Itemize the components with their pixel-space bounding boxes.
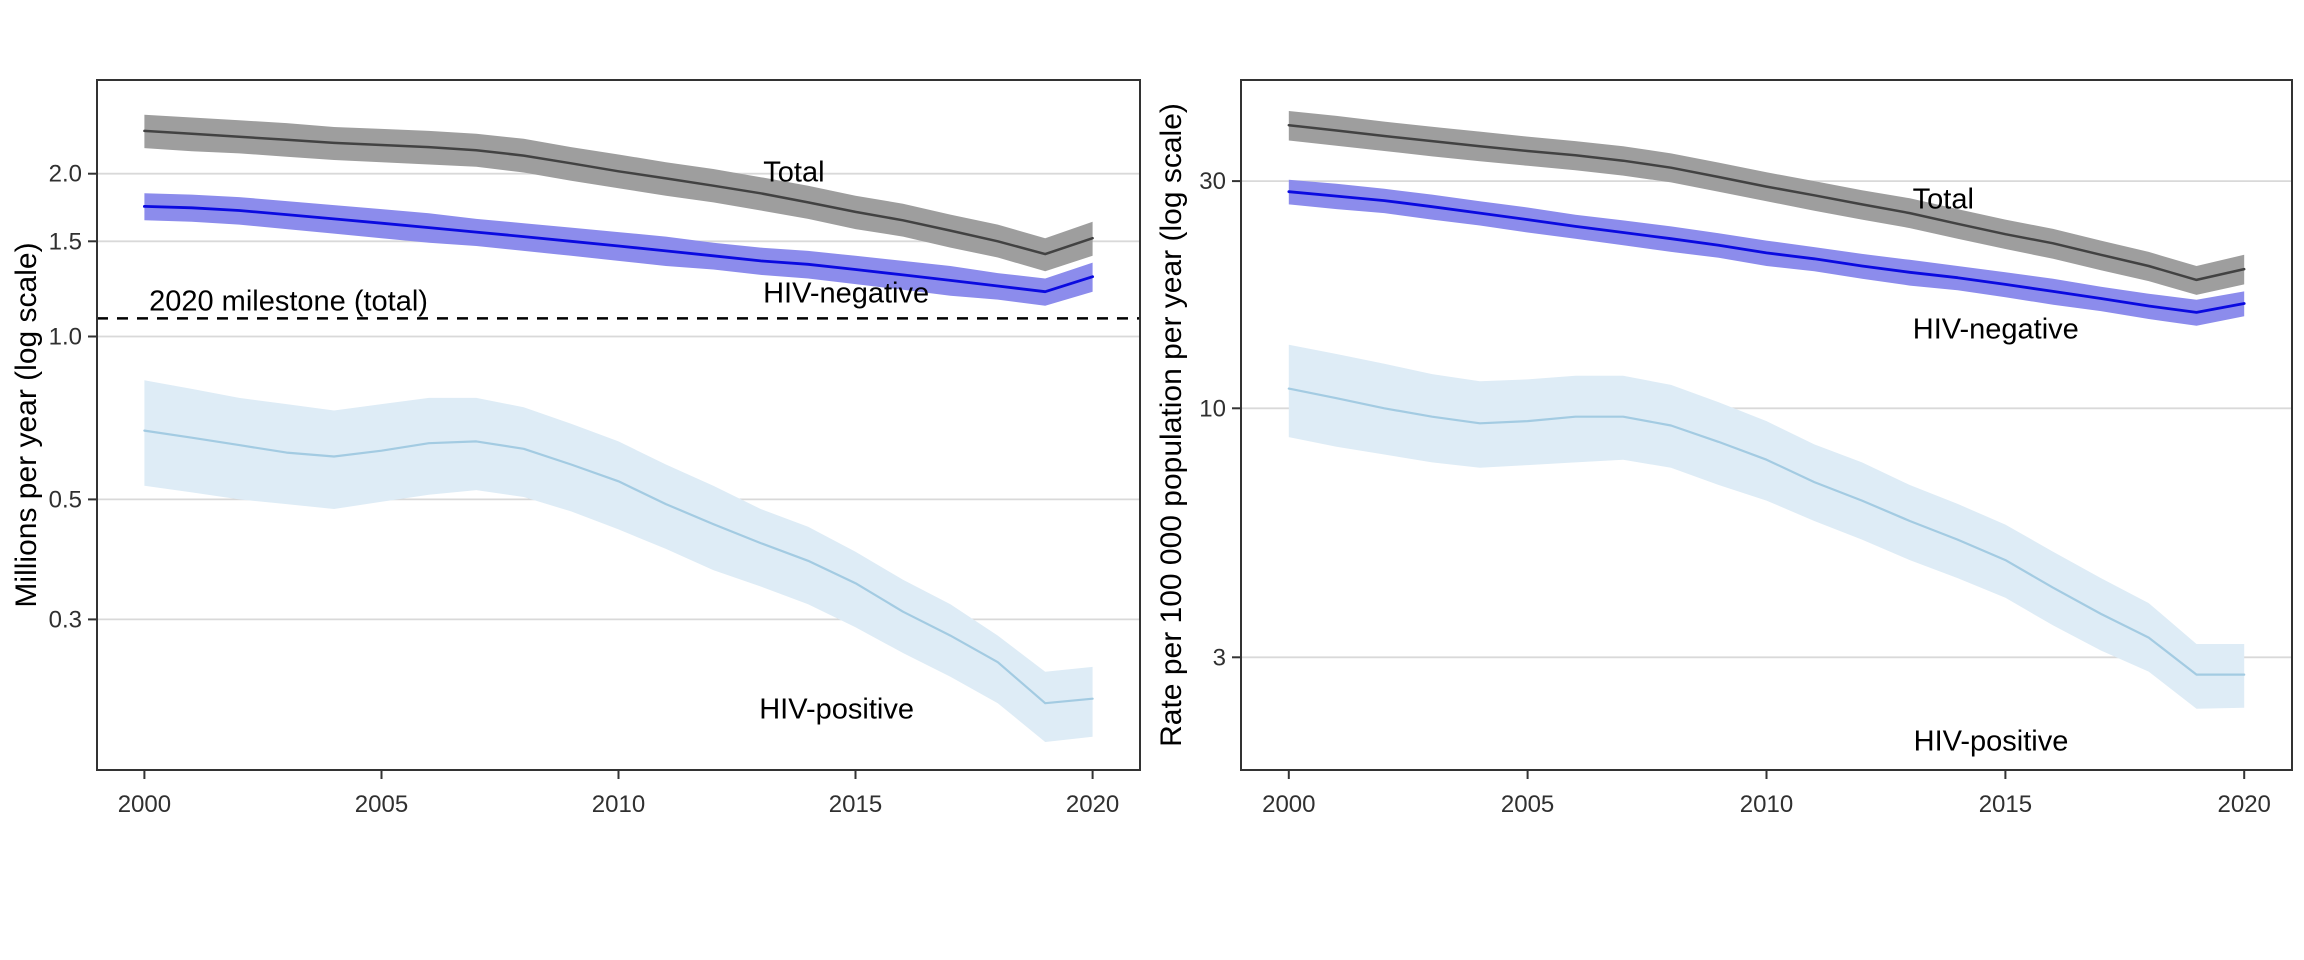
total-band (144, 114, 1093, 272)
y-tick-label: 3 (1213, 644, 1226, 671)
hiv-positive-band (144, 380, 1093, 742)
annotation-hiv-positive-left: HIV-positive (759, 693, 914, 726)
annotation-total-right: Total (1912, 183, 1974, 216)
y-tick-label: 0.3 (49, 606, 82, 633)
hiv-positive-line (1287, 387, 2246, 676)
left-y-axis-title: Millions per year (log scale) (10, 242, 43, 608)
total-line (1287, 123, 2246, 282)
x-tick-label: 2020 (2218, 791, 2271, 818)
x-tick-label: 2010 (592, 791, 645, 818)
x-tick-label: 2005 (355, 791, 408, 818)
right-y-axis-title: Rate per 100 000 population per year (lo… (1155, 103, 1188, 747)
annotation-hiv-negative-left: HIV-negative (763, 277, 930, 310)
y-tick-label: 2.0 (49, 161, 82, 188)
y-tick-label: 0.5 (49, 486, 82, 513)
y-tick-label: 30 (1199, 168, 1226, 195)
x-tick-label: 2010 (1740, 791, 1793, 818)
milestone-label: 2020 milestone (total) (149, 285, 428, 318)
y-tick-label: 1.0 (49, 324, 82, 351)
x-tick-label: 2000 (118, 791, 171, 818)
hiv-negative-line (1287, 190, 2246, 314)
x-tick-label: 2020 (1066, 791, 1119, 818)
annotation-hiv-positive-right: HIV-positive (1913, 725, 2069, 758)
x-tick-label: 2015 (1979, 791, 2032, 818)
annotation-hiv-negative-right: HIV-negative (1912, 313, 2079, 346)
x-tick-label: 2000 (1262, 791, 1315, 818)
total-line (143, 129, 1094, 256)
y-tick-label: 1.5 (49, 228, 82, 255)
hiv-negative-band (144, 193, 1093, 306)
x-tick-label: 2005 (1501, 791, 1554, 818)
hiv-positive-line (143, 429, 1094, 705)
total-band (1288, 111, 2245, 295)
hiv-negative-line (142, 204, 1094, 294)
x-tick-label: 2015 (829, 791, 882, 818)
y-tick-label: 10 (1199, 395, 1226, 422)
hiv-positive-band (1288, 344, 2245, 709)
annotation-total-left: Total (763, 156, 825, 188)
